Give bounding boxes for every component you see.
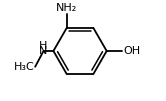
- Text: OH: OH: [123, 46, 140, 56]
- Text: N: N: [39, 46, 48, 56]
- Text: H: H: [39, 41, 48, 51]
- Text: NH₂: NH₂: [56, 3, 77, 13]
- Text: H₃C: H₃C: [13, 62, 34, 72]
